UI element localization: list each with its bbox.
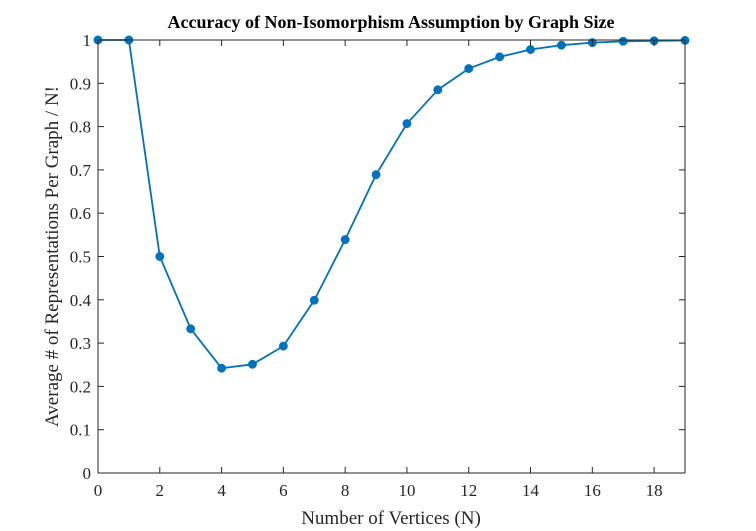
ticks-layer: 0 2 4 6 8 10 12 14 16 18 0 0.1 0.2 0.3 0.4 0.5 0.6 0.7 0.8…: [70, 31, 685, 500]
chart-title: Accuracy of Non-Isomorphism Assumption b…: [167, 12, 614, 32]
data-point: [402, 119, 412, 129]
y-tick-label: 0.7: [70, 161, 92, 180]
data-point: [495, 52, 505, 62]
x-tick-label: 12: [460, 481, 477, 500]
y-tick-label: 0.9: [70, 74, 91, 93]
x-tick-label: 6: [279, 481, 288, 500]
data-point: [186, 324, 196, 334]
x-tick-label: 16: [584, 481, 601, 500]
data-point: [340, 235, 350, 245]
data-point: [618, 36, 628, 46]
x-tick-label: 8: [341, 481, 350, 500]
data-point: [155, 252, 165, 261]
data-point: [464, 64, 474, 74]
data-point: [217, 363, 227, 373]
y-tick-label: 0.2: [70, 377, 91, 396]
y-tick-label: 0.1: [70, 421, 91, 440]
y-tick-label: 0.8: [70, 118, 91, 137]
x-tick-label: 4: [217, 481, 226, 500]
x-axis-title: Number of Vertices (N): [301, 508, 481, 529]
y-tick-label: 0.3: [70, 334, 91, 353]
x-tick-label: 14: [522, 481, 540, 500]
x-tick-label: 0: [94, 481, 103, 500]
series-line: [98, 39, 686, 370]
data-point: [248, 359, 257, 369]
data-point: [433, 85, 443, 95]
y-axis-title: Average # of Representations Per Graph /…: [42, 86, 63, 427]
series-layer: [93, 35, 690, 373]
x-tick-label: 18: [646, 481, 663, 500]
data-point: [371, 170, 381, 180]
y-tick-label: 1: [83, 31, 92, 50]
plot-area: [98, 40, 685, 473]
data-point: [278, 341, 288, 351]
x-tick-label: 10: [398, 481, 415, 500]
x-tick-label: 2: [156, 481, 165, 500]
data-point: [556, 40, 566, 50]
y-tick-label: 0.4: [70, 291, 92, 310]
data-point: [526, 45, 535, 54]
data-point: [309, 295, 319, 305]
y-tick-label: 0: [83, 464, 92, 483]
y-tick-label: 0.5: [70, 248, 91, 267]
y-tick-label: 0.6: [70, 204, 91, 223]
